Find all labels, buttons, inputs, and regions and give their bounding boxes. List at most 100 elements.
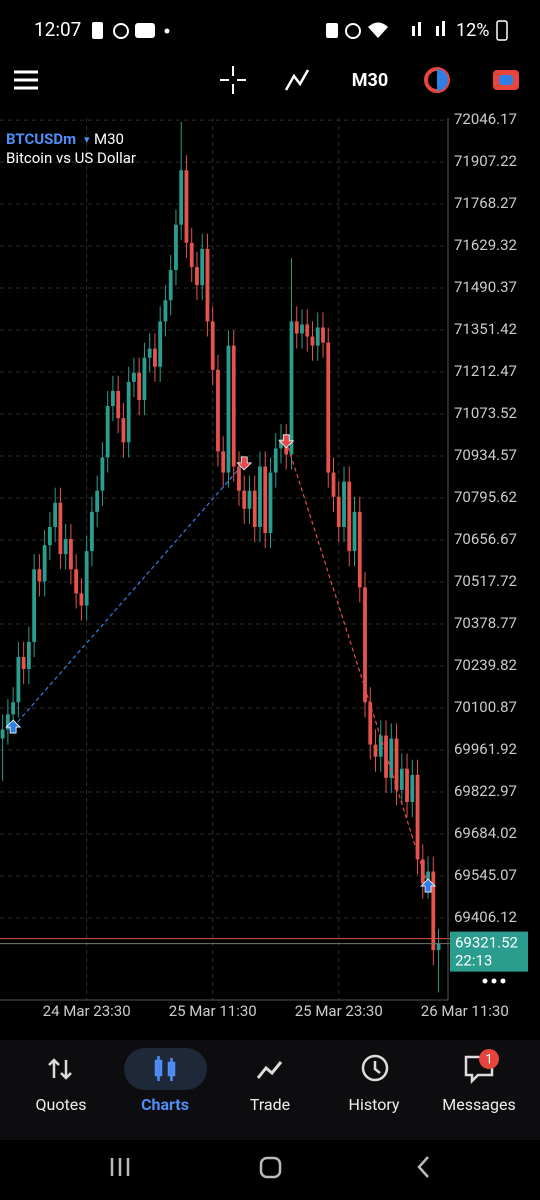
more-button[interactable] <box>482 978 506 984</box>
candle-body <box>74 569 79 594</box>
objects-button[interactable] <box>424 67 450 93</box>
x-tick-label: 25 Mar 23:30 <box>295 1002 383 1020</box>
timeframe-button[interactable]: M30 <box>352 70 388 91</box>
price-tag <box>450 931 528 972</box>
candle-body <box>189 242 194 268</box>
y-tick-label: 70656.67 <box>454 530 517 548</box>
y-tick-label: 69961.92 <box>454 740 517 758</box>
candle-body <box>142 357 147 401</box>
candle-body <box>258 466 262 527</box>
candle-body <box>273 448 278 473</box>
candle-body <box>200 248 205 286</box>
charts-icon <box>154 1056 176 1081</box>
candle-body <box>32 569 37 642</box>
nav-tab[interactable]: Quotes <box>36 1095 87 1114</box>
candle-body <box>179 170 184 225</box>
y-tick-label: 71768.27 <box>454 194 517 212</box>
indicators-button[interactable] <box>284 69 310 91</box>
x-tick-label: 25 Mar 11:30 <box>169 1002 257 1020</box>
candle-body <box>79 593 84 606</box>
candle-body <box>90 511 94 552</box>
status-icons-right <box>326 21 445 39</box>
y-tick-label: 70100.87 <box>454 698 517 716</box>
trade-arrow <box>236 456 253 471</box>
battery-level: 12% <box>456 20 489 41</box>
candle-body <box>415 774 420 860</box>
candle-body <box>410 774 415 803</box>
trade-arrow <box>278 434 295 449</box>
candle-body <box>21 656 26 670</box>
axes: 72046.17 71907.22 71768.27 71629.32 71490.37… <box>43 110 528 1020</box>
candle-body <box>378 735 383 757</box>
y-tick-label: 70795.62 <box>454 488 517 506</box>
candle-body <box>69 539 73 570</box>
candle-body <box>5 714 10 730</box>
nav-tab[interactable]: History <box>349 1095 400 1114</box>
y-tick-label: 71212.47 <box>454 362 517 380</box>
status-icons-left <box>92 22 170 39</box>
nav-tab[interactable]: Trade <box>250 1095 290 1114</box>
y-tick-label: 69406.12 <box>454 908 517 926</box>
candle-body <box>289 321 294 455</box>
trade-line <box>12 462 245 728</box>
crosshair-button[interactable] <box>220 66 246 94</box>
trade-line <box>285 440 429 887</box>
candle-body <box>147 348 152 358</box>
candle-body <box>137 372 142 401</box>
y-tick-label: 70934.57 <box>454 446 517 464</box>
candle-body <box>363 587 367 703</box>
candle-body <box>352 511 357 552</box>
candle-body <box>11 702 16 715</box>
battery-icon <box>496 20 508 41</box>
candle-body <box>294 321 299 334</box>
y-tick-label: 71351.42 <box>454 320 517 338</box>
candle-body <box>331 472 336 497</box>
candle-body <box>100 457 105 491</box>
candles <box>0 121 450 993</box>
candle-body <box>242 490 247 509</box>
candle-body <box>247 490 252 509</box>
candle-body <box>436 943 441 951</box>
candle-body <box>384 735 388 778</box>
candle-body <box>58 502 63 555</box>
candle-body <box>126 381 131 443</box>
symbol-dropdown[interactable]: ▾ <box>84 133 90 146</box>
candle-body <box>226 345 231 473</box>
candle-body <box>95 490 100 512</box>
y-tick-label: 69822.97 <box>454 782 517 800</box>
badge-count: 1 <box>485 1052 492 1067</box>
candle-body <box>16 656 21 703</box>
candle-body <box>263 466 268 534</box>
candle-body <box>347 481 352 552</box>
candle-body <box>268 472 273 534</box>
trade-button[interactable] <box>493 70 519 90</box>
grid <box>0 118 448 1000</box>
candle-body <box>210 321 215 370</box>
candle-body <box>0 729 5 739</box>
x-tick-label: 26 Mar 11:30 <box>421 1002 509 1020</box>
nav-tab[interactable]: Charts <box>141 1095 189 1114</box>
candle-body <box>300 324 304 334</box>
candle-body <box>431 871 436 951</box>
candle-body <box>116 390 121 419</box>
x-tick-label: 24 Mar 23:30 <box>43 1002 131 1020</box>
symbol[interactable]: BTCUSDm <box>6 130 76 148</box>
y-tick-label: 69684.02 <box>454 824 517 842</box>
price-tag-value: 69321.52 <box>455 934 518 952</box>
candle-body <box>389 738 394 778</box>
candle-body <box>158 321 163 367</box>
candle-body <box>321 327 325 343</box>
quotes-icon <box>48 1058 72 1080</box>
candle-body <box>326 342 331 473</box>
active-tab-pill <box>124 1048 207 1090</box>
y-tick-label: 72046.17 <box>454 110 517 128</box>
candle-body <box>357 511 362 588</box>
symbol-description: Bitcoin vs US Dollar <box>6 149 136 167</box>
candle-body <box>42 545 47 582</box>
candle-body <box>121 418 126 443</box>
badge <box>479 1049 499 1069</box>
menu-button[interactable] <box>14 70 38 90</box>
candle-body <box>426 871 430 884</box>
nav-tab[interactable]: Messages <box>442 1095 515 1114</box>
